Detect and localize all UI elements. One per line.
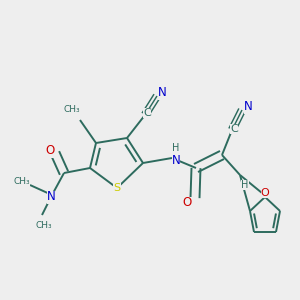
Text: N: N xyxy=(158,86,166,100)
Text: H: H xyxy=(241,180,249,190)
Text: N: N xyxy=(46,190,56,203)
Text: CH₃: CH₃ xyxy=(36,220,52,230)
Text: O: O xyxy=(45,145,55,158)
Text: CH₃: CH₃ xyxy=(64,106,80,115)
Text: H: H xyxy=(172,143,180,153)
Text: O: O xyxy=(261,188,269,198)
Text: N: N xyxy=(172,154,180,166)
Text: N: N xyxy=(244,100,252,113)
Text: CH₃: CH₃ xyxy=(14,178,30,187)
Text: C: C xyxy=(230,124,238,134)
Text: C: C xyxy=(143,108,151,118)
Text: S: S xyxy=(113,183,121,193)
Text: O: O xyxy=(182,196,192,209)
